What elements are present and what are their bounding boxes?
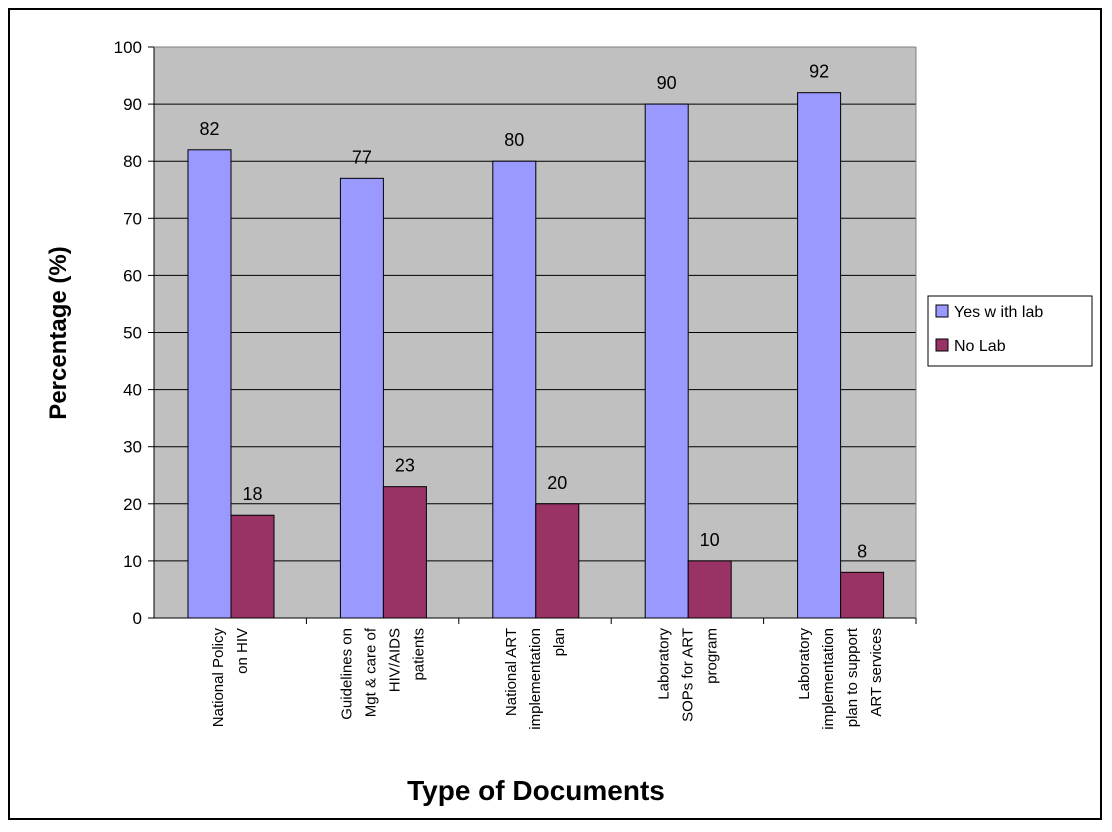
y-tick-label: 80 [123,152,142,171]
bar-no-lab [687,560,732,619]
bar-no-lab [230,514,275,619]
x-category-label-line: implementation [820,628,837,730]
bar-yes-with-lab [644,103,689,619]
y-tick-labels: 0 10 20 30 40 50 60 70 80 90 100 [114,38,142,628]
y-tick-label: 90 [123,95,142,114]
x-category-label-line: Mgt & care of [363,627,380,717]
x-category-label: Guidelines on Mgt & care of HIV/AIDS patien… [339,627,428,720]
y-tick-label: 60 [123,266,142,285]
bar-yes-with-lab [797,92,842,619]
data-label: 18 [242,484,262,504]
x-category-label-line: Laboratory [655,628,672,700]
data-label: 92 [809,62,829,82]
data-label: 77 [352,147,372,167]
legend-label: No Lab [954,338,1006,355]
x-category-label-line: Guidelines on [339,628,356,720]
data-label: 23 [395,456,415,476]
legend-swatch [935,338,949,352]
legend-swatch [935,304,949,318]
x-category-label-line: implementation [527,628,544,730]
bar-no-lab [840,571,885,619]
bar-no-lab [535,503,580,619]
x-category-label-line: plan to support [844,627,861,727]
y-tick-label: 20 [123,495,142,514]
x-category-label-line: National ART [503,628,520,716]
bar-yes-with-lab [187,149,232,619]
y-tick-label: 0 [133,609,142,628]
data-label: 80 [504,130,524,150]
y-tick-label: 40 [123,381,142,400]
x-category-label-line: patients [411,628,428,681]
x-category-label-line: National Policy [210,628,227,728]
x-category-label: National Policy on HIV [210,628,251,728]
data-label: 90 [657,73,677,93]
y-tick-label: 100 [114,38,142,57]
x-category-label-line: plan [551,628,568,656]
x-category-label: Laboratory SOPs for ART program [655,628,720,722]
bar-yes-with-lab [339,177,384,619]
x-category-label-line: on HIV [234,628,251,674]
data-label: 20 [547,473,567,493]
x-axis-label: Type of Documents [407,775,665,806]
x-category-label: Laboratory implementation plan to support A… [796,627,885,730]
data-label: 10 [700,530,720,550]
x-category-label-line: SOPs for ART [679,628,696,722]
y-axis-label: Percentage (%) [45,246,72,419]
data-label: 82 [199,119,219,139]
x-category-label-line: Laboratory [796,628,813,700]
bars [187,92,885,619]
y-tick-label: 50 [123,324,142,343]
legend: Yes w ith lab No Lab [927,295,1093,367]
legend-label: Yes w ith lab [954,304,1043,321]
bar-yes-with-lab [492,160,537,619]
x-category-label-line: ART services [868,628,885,717]
y-tick-label: 10 [123,552,142,571]
x-category-label: National ART implementation plan [503,628,568,730]
data-labels: 82 18 77 23 80 20 90 10 92 8 [199,62,867,562]
x-category-label-line: program [703,628,720,684]
bar-no-lab [382,486,427,619]
x-category-labels: National Policy on HIV Guidelines on Mgt & … [210,627,885,730]
y-tick-label: 70 [123,209,142,228]
y-tick-label: 30 [123,438,142,457]
legend-box [927,295,1093,367]
x-category-label-line: HIV/AIDS [387,628,404,692]
data-label: 8 [857,541,867,561]
axes [148,46,917,624]
